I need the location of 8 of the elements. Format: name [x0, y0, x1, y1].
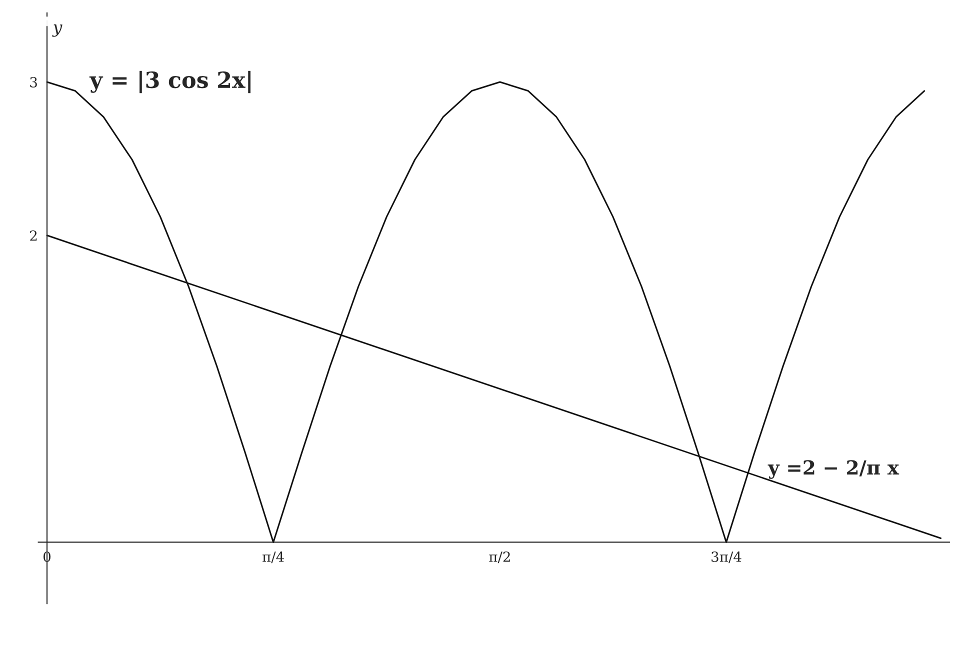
x-tick-label: π/4 [262, 551, 284, 564]
y-tick-label: 2 [30, 230, 37, 241]
series-label: y =2 − 2/π x [768, 460, 900, 479]
x-tick-label: π/2 [489, 551, 510, 564]
series-label: y = |3 cos 2x| [89, 70, 250, 94]
y-tick-label: 3 [30, 76, 37, 88]
y-axis-title: y [52, 24, 62, 37]
x-tick-label: 3π/4 [712, 551, 742, 564]
